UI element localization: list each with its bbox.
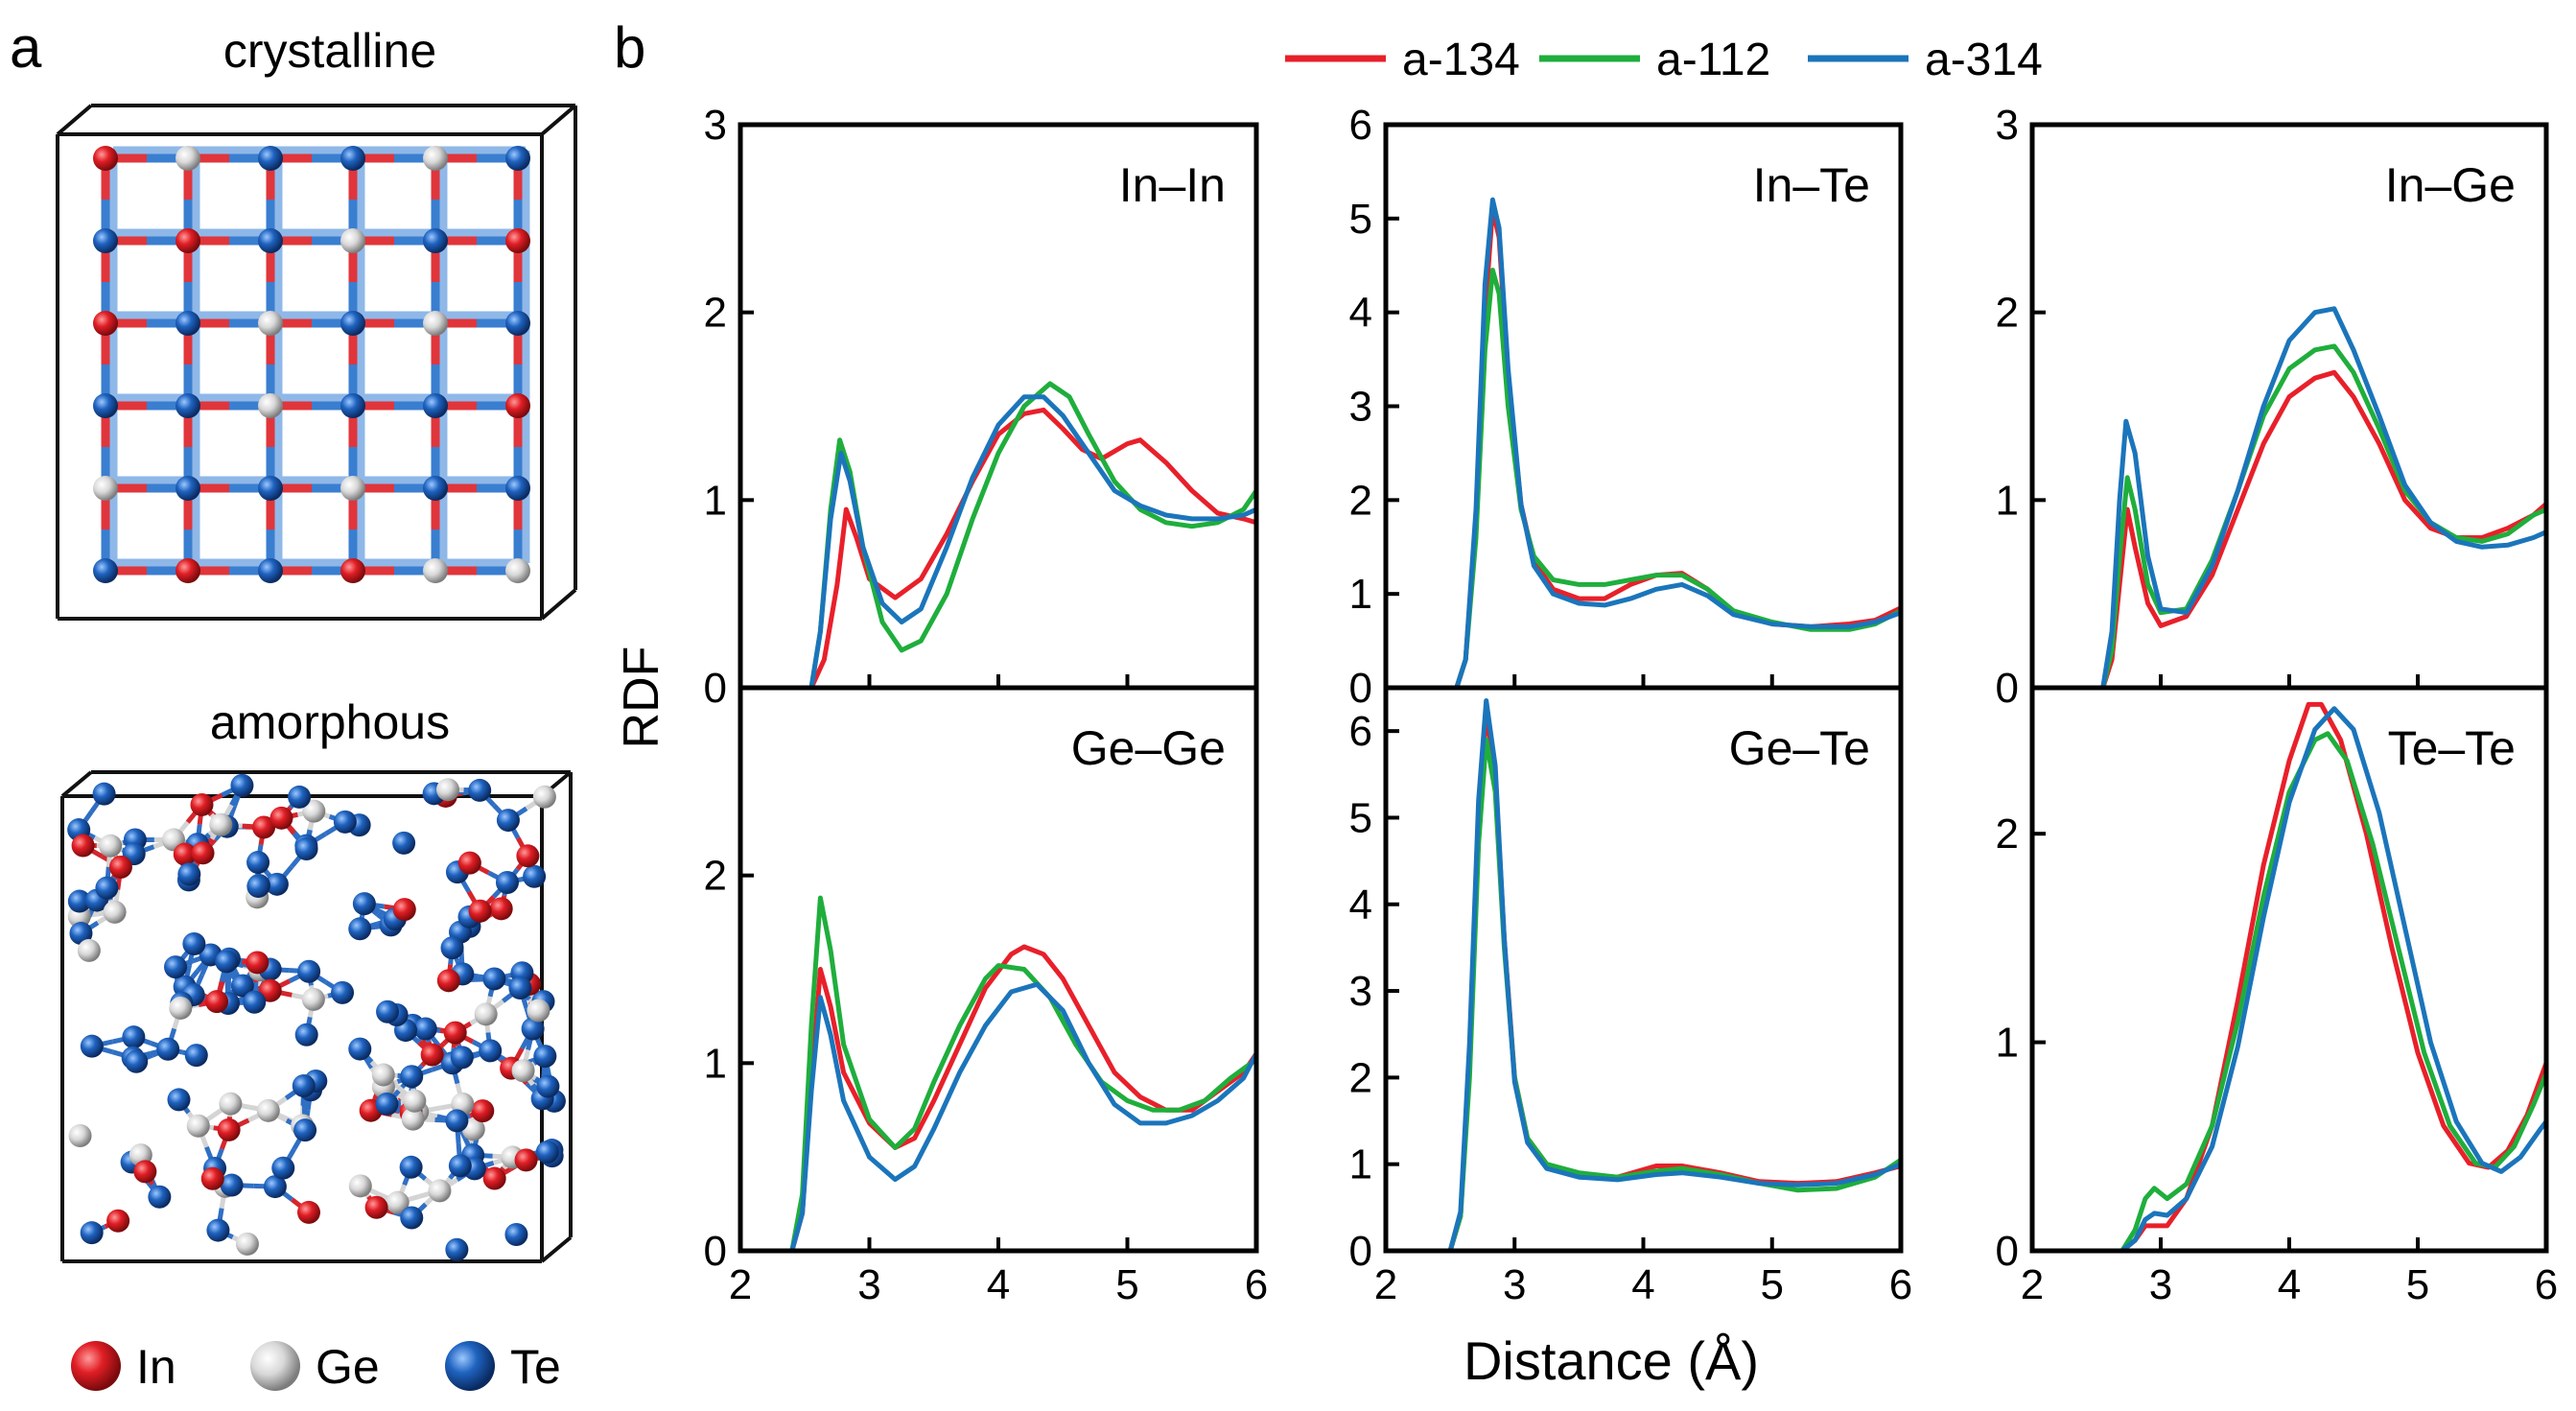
amorphous-structure-image <box>62 772 571 1261</box>
y-tick-label: 0 <box>1349 665 1372 712</box>
panel-a-label: a <box>10 15 42 80</box>
chart-title: In–In <box>1119 158 1226 212</box>
chart-title: Ge–Te <box>1729 721 1870 775</box>
chart-title: Te–Te <box>2388 721 2516 775</box>
y-tick-label: 3 <box>1349 384 1372 431</box>
x-tick-label: 5 <box>2406 1261 2429 1308</box>
atom-swatch <box>71 1341 121 1391</box>
chart-panel: 0 1 2 3 4 5 6 In–Te <box>1349 102 1901 712</box>
y-tick-label: 0 <box>1349 1228 1372 1275</box>
series-line-a-314 <box>740 397 1256 688</box>
y-axis-label: RDF <box>614 647 669 749</box>
series-line-a-112 <box>740 898 1256 1251</box>
y-tick-label: 2 <box>1996 290 2019 337</box>
y-tick-label: 1 <box>1996 1020 2019 1067</box>
chart-panel: 0 1 2 3 In–Ge <box>1996 102 2546 712</box>
y-tick-label: 2 <box>1349 1054 1372 1101</box>
legend-entry: a-112 <box>1539 35 1770 85</box>
atom-swatch <box>445 1341 495 1391</box>
y-tick-label: 2 <box>704 853 727 900</box>
series-line-a-314 <box>2032 309 2546 688</box>
legend-label: a-314 <box>1925 35 2043 85</box>
y-tick-label: 5 <box>1349 196 1372 243</box>
chart-title: In–Te <box>1753 158 1870 212</box>
chart-panel: 2 3 4 5 6 0 1 2 Ge–Ge <box>704 688 1269 1308</box>
panel-b-label: b <box>614 15 645 80</box>
x-axis-label: Distance (Å) <box>1464 1330 1759 1391</box>
x-tick-label: 2 <box>1374 1261 1397 1308</box>
series-line-a-134 <box>1386 209 1901 688</box>
chart-title: In–Ge <box>2385 158 2516 212</box>
x-tick-label: 4 <box>987 1261 1010 1308</box>
x-tick-label: 2 <box>729 1261 752 1308</box>
y-tick-label: 5 <box>1349 794 1372 841</box>
y-tick-label: 0 <box>704 665 727 712</box>
y-tick-label: 3 <box>1349 968 1372 1015</box>
y-tick-label: 6 <box>1349 102 1372 149</box>
series-line-a-314 <box>740 984 1256 1251</box>
element-legend-label: Ge <box>316 1340 380 1394</box>
amorphous-title: amorphous <box>210 695 450 749</box>
x-tick-label: 5 <box>1761 1261 1784 1308</box>
x-tick-label: 6 <box>1889 1261 1912 1308</box>
y-tick-label: 3 <box>704 102 727 149</box>
chart-panel: 2 3 4 5 6 0 1 2 3 4 5 6 Ge–Te <box>1349 688 1913 1308</box>
y-tick-label: 1 <box>1349 1141 1372 1188</box>
y-tick-label: 0 <box>704 1228 727 1275</box>
x-tick-label: 3 <box>857 1261 880 1308</box>
element-legend-entry: Ge <box>250 1340 380 1394</box>
series-line-a-134 <box>2032 704 2546 1251</box>
legend-label: a-112 <box>1656 35 1770 85</box>
y-tick-label: 1 <box>704 1040 727 1087</box>
y-tick-label: 2 <box>1996 811 2019 858</box>
y-tick-label: 2 <box>704 290 727 337</box>
y-tick-label: 6 <box>1349 708 1372 755</box>
series-line-a-314 <box>1386 200 1901 688</box>
y-tick-label: 1 <box>1996 477 2019 524</box>
x-tick-label: 6 <box>2535 1261 2558 1308</box>
x-tick-label: 3 <box>1503 1261 1526 1308</box>
element-legend: In Ge Te <box>71 1340 561 1394</box>
element-legend-label: Te <box>510 1340 561 1394</box>
atom-swatch <box>250 1341 300 1391</box>
x-tick-label: 6 <box>1245 1261 1268 1308</box>
legend-entry: a-314 <box>1808 35 2043 85</box>
y-tick-label: 1 <box>704 477 727 524</box>
chart-panel: 2 3 4 5 6 0 1 2 Te–Te <box>1996 688 2559 1308</box>
y-tick-label: 4 <box>1349 882 1372 929</box>
element-legend-label: In <box>136 1340 176 1394</box>
chart-panel: 0 1 2 3 In–In <box>704 102 1256 712</box>
x-tick-label: 2 <box>2021 1261 2044 1308</box>
legend-entry: a-134 <box>1285 35 1520 85</box>
y-tick-label: 4 <box>1349 290 1372 337</box>
y-tick-label: 0 <box>1996 1228 2019 1275</box>
crystalline-title: crystalline <box>223 24 436 78</box>
y-tick-label: 1 <box>1349 571 1372 618</box>
legend-label: a-134 <box>1402 35 1520 85</box>
x-tick-label: 4 <box>1631 1261 1654 1308</box>
x-tick-label: 4 <box>2278 1261 2301 1308</box>
x-tick-label: 3 <box>2149 1261 2172 1308</box>
crystalline-structure-image <box>58 106 575 619</box>
x-tick-label: 5 <box>1115 1261 1138 1308</box>
y-tick-label: 3 <box>1996 102 2019 149</box>
element-legend-entry: In <box>71 1340 176 1394</box>
chart-title: Ge–Ge <box>1071 721 1226 775</box>
series-line-a-134 <box>740 947 1256 1251</box>
y-tick-label: 0 <box>1996 665 2019 712</box>
y-tick-label: 2 <box>1349 477 1372 524</box>
element-legend-entry: Te <box>445 1340 561 1394</box>
series-legend: a-134 a-112 a-314 <box>1285 35 2043 85</box>
